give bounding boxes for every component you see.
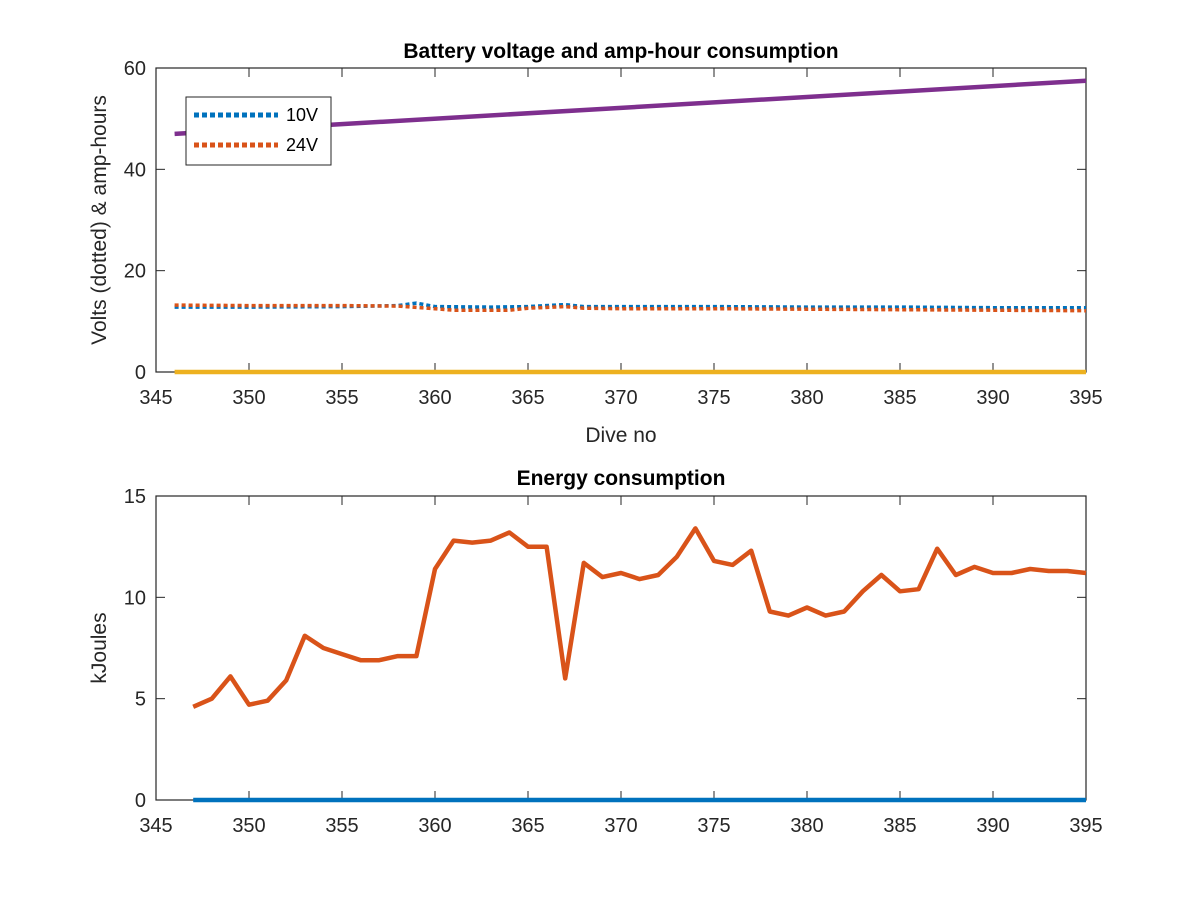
series-2-line xyxy=(174,303,1087,313)
x-tick-label: 365 xyxy=(511,387,544,409)
y-axis-label: kJoules xyxy=(88,612,111,683)
y-tick-label: 0 xyxy=(135,362,146,384)
x-tick-label: 365 xyxy=(511,815,544,837)
x-tick-label: 355 xyxy=(325,815,358,837)
y-tick-label: 10 xyxy=(124,587,146,609)
x-axis-label: Dive no xyxy=(585,424,656,447)
legend: 10V 24V xyxy=(185,96,332,166)
x-tick-label: 375 xyxy=(697,387,730,409)
legend-box xyxy=(185,96,332,166)
series-1-line xyxy=(192,526,1087,709)
series-1-line xyxy=(174,301,1086,310)
plot-area xyxy=(155,495,1087,801)
chart-2: 345 350 355 360 365 370 375 380 385 390 395 0 5 10 15 E… xyxy=(88,467,1103,837)
y-tick-label: 5 xyxy=(135,689,146,711)
x-tick-label: 360 xyxy=(418,387,451,409)
x-tick-label: 350 xyxy=(232,387,265,409)
x-tick-label: 385 xyxy=(883,387,916,409)
x-tick-label: 350 xyxy=(232,815,265,837)
y-tick-label: 20 xyxy=(124,261,146,283)
x-tick-label: 380 xyxy=(790,387,823,409)
legend-label: 10V xyxy=(286,105,318,125)
x-tick-label: 385 xyxy=(883,815,916,837)
y-axis-label: Volts (dotted) & amp-hours xyxy=(88,95,111,345)
x-tick-label: 360 xyxy=(418,815,451,837)
x-tick-label: 390 xyxy=(976,387,1009,409)
x-tick-label: 370 xyxy=(604,815,637,837)
x-tick-label: 375 xyxy=(697,815,730,837)
x-tick-label: 390 xyxy=(976,815,1009,837)
x-tick-label: 345 xyxy=(139,387,172,409)
y-tick-label: 40 xyxy=(124,159,146,181)
y-tick-label: 15 xyxy=(124,486,146,508)
x-tick-label: 380 xyxy=(790,815,823,837)
legend-label: 24V xyxy=(286,135,318,155)
x-tick-label: 355 xyxy=(325,387,358,409)
x-tick-label: 370 xyxy=(604,387,637,409)
x-tick-label: 395 xyxy=(1069,387,1102,409)
y-tick-label: 60 xyxy=(124,58,146,80)
x-tick-label: 395 xyxy=(1069,815,1102,837)
chart-title: Energy consumption xyxy=(517,467,726,490)
y-tick-label: 0 xyxy=(135,790,146,812)
chart-title: Battery voltage and amp-hour consumption xyxy=(403,40,838,63)
x-tick-label: 345 xyxy=(139,815,172,837)
chart-1: 345 350 355 360 365 370 375 380 385 390 395 0 20 40 60… xyxy=(88,40,1103,447)
